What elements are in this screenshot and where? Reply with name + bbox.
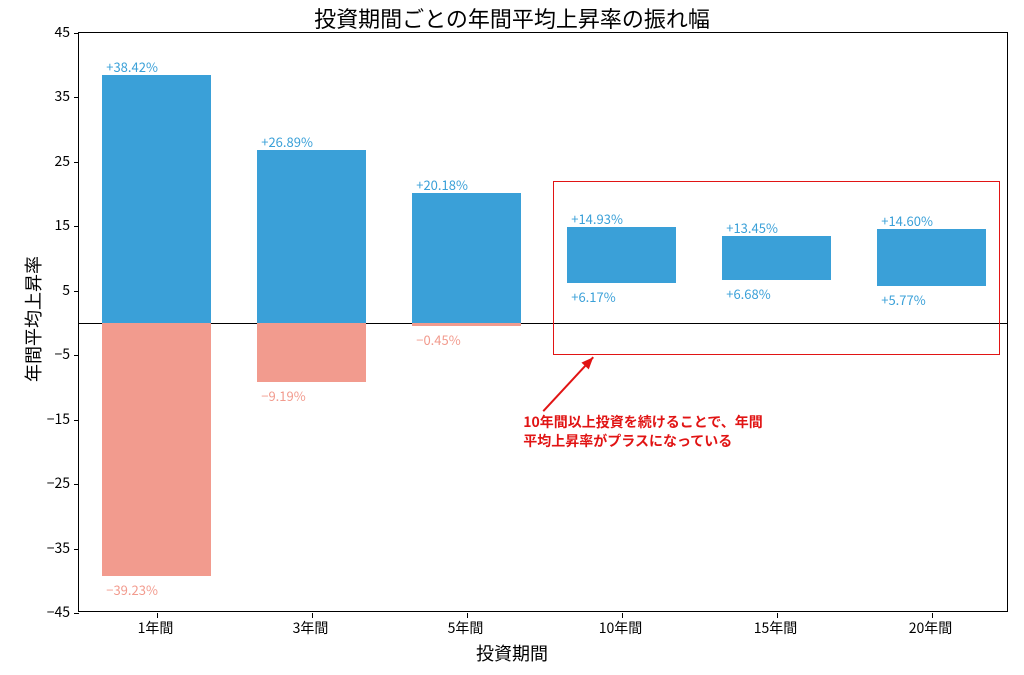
x-axis-label: 投資期間 [0,640,1024,666]
y-tick-label: −15 [47,409,70,429]
chart-container: 投資期間ごとの年間平均上昇率の振れ幅 年間平均上昇率 投資期間 +38.42%−… [0,0,1024,675]
annotation-arrow [79,33,1009,613]
y-tick-label: 15 [54,215,70,235]
y-tick-label: 25 [54,151,70,171]
x-tick-label: 20年間 [909,618,953,638]
y-tick-label: −5 [54,344,70,364]
y-tick-label: 5 [62,280,70,300]
y-tick-label: −25 [47,473,70,493]
x-tick-label: 15年間 [754,618,798,638]
y-tick-label: −45 [47,602,70,622]
y-axis-label: 年間平均上昇率 [20,256,46,382]
y-tick-label: 35 [54,86,70,106]
y-tick-label: −35 [47,538,70,558]
y-tick-mark [74,613,79,614]
x-tick-label: 5年間 [448,618,484,638]
chart-title: 投資期間ごとの年間平均上昇率の振れ幅 [0,2,1024,34]
x-tick-label: 1年間 [138,618,174,638]
plot-area: +38.42%−39.23%+26.89%−9.19%+20.18%−0.45%… [78,32,1008,612]
x-tick-label: 3年間 [293,618,329,638]
y-tick-label: 45 [54,22,70,42]
x-tick-label: 10年間 [599,618,643,638]
